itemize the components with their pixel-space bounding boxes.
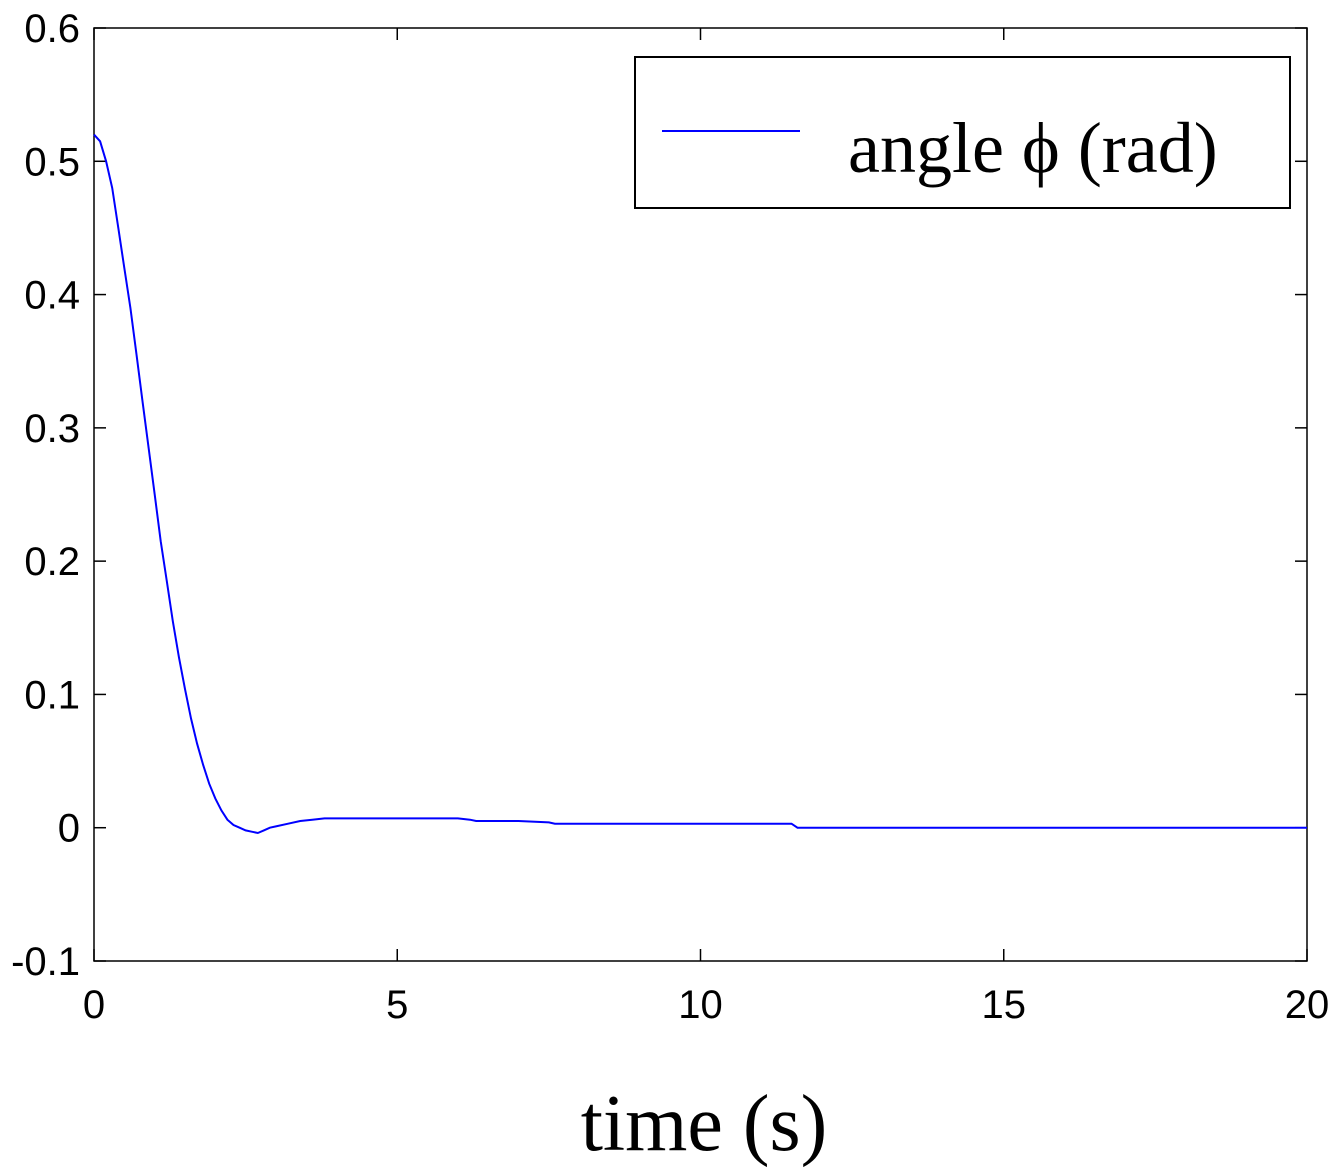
series-line (93, 133, 1307, 835)
legend: angle ϕ (rad) (634, 56, 1291, 209)
x-tick-label: 5 (386, 983, 408, 1027)
x-tick-label: 10 (678, 983, 723, 1027)
legend-box (634, 56, 1291, 209)
y-tick-label: 0 (58, 807, 80, 851)
y-tick-label: 0.6 (24, 7, 80, 51)
y-tick-label: 0.3 (24, 407, 80, 451)
x-tick-label: 20 (1285, 983, 1330, 1027)
y-tick-label: 0.2 (24, 540, 80, 584)
x-tick-label: 0 (83, 983, 105, 1027)
x-axis-title: time (s) (581, 1080, 828, 1168)
series-layer (93, 133, 1307, 835)
x-tick-label: 15 (982, 983, 1027, 1027)
y-tick-label: 0.5 (24, 140, 80, 184)
y-tick-label: 0.1 (24, 673, 80, 717)
y-tick-label: -0.1 (11, 940, 80, 984)
y-tick-label: 0.4 (24, 274, 80, 318)
tick-labels: 0 5 10 15 20-0.100.10.20.30.40.50.6 (11, 7, 1329, 1027)
legend-label: angle ϕ (rad) (848, 108, 1218, 188)
